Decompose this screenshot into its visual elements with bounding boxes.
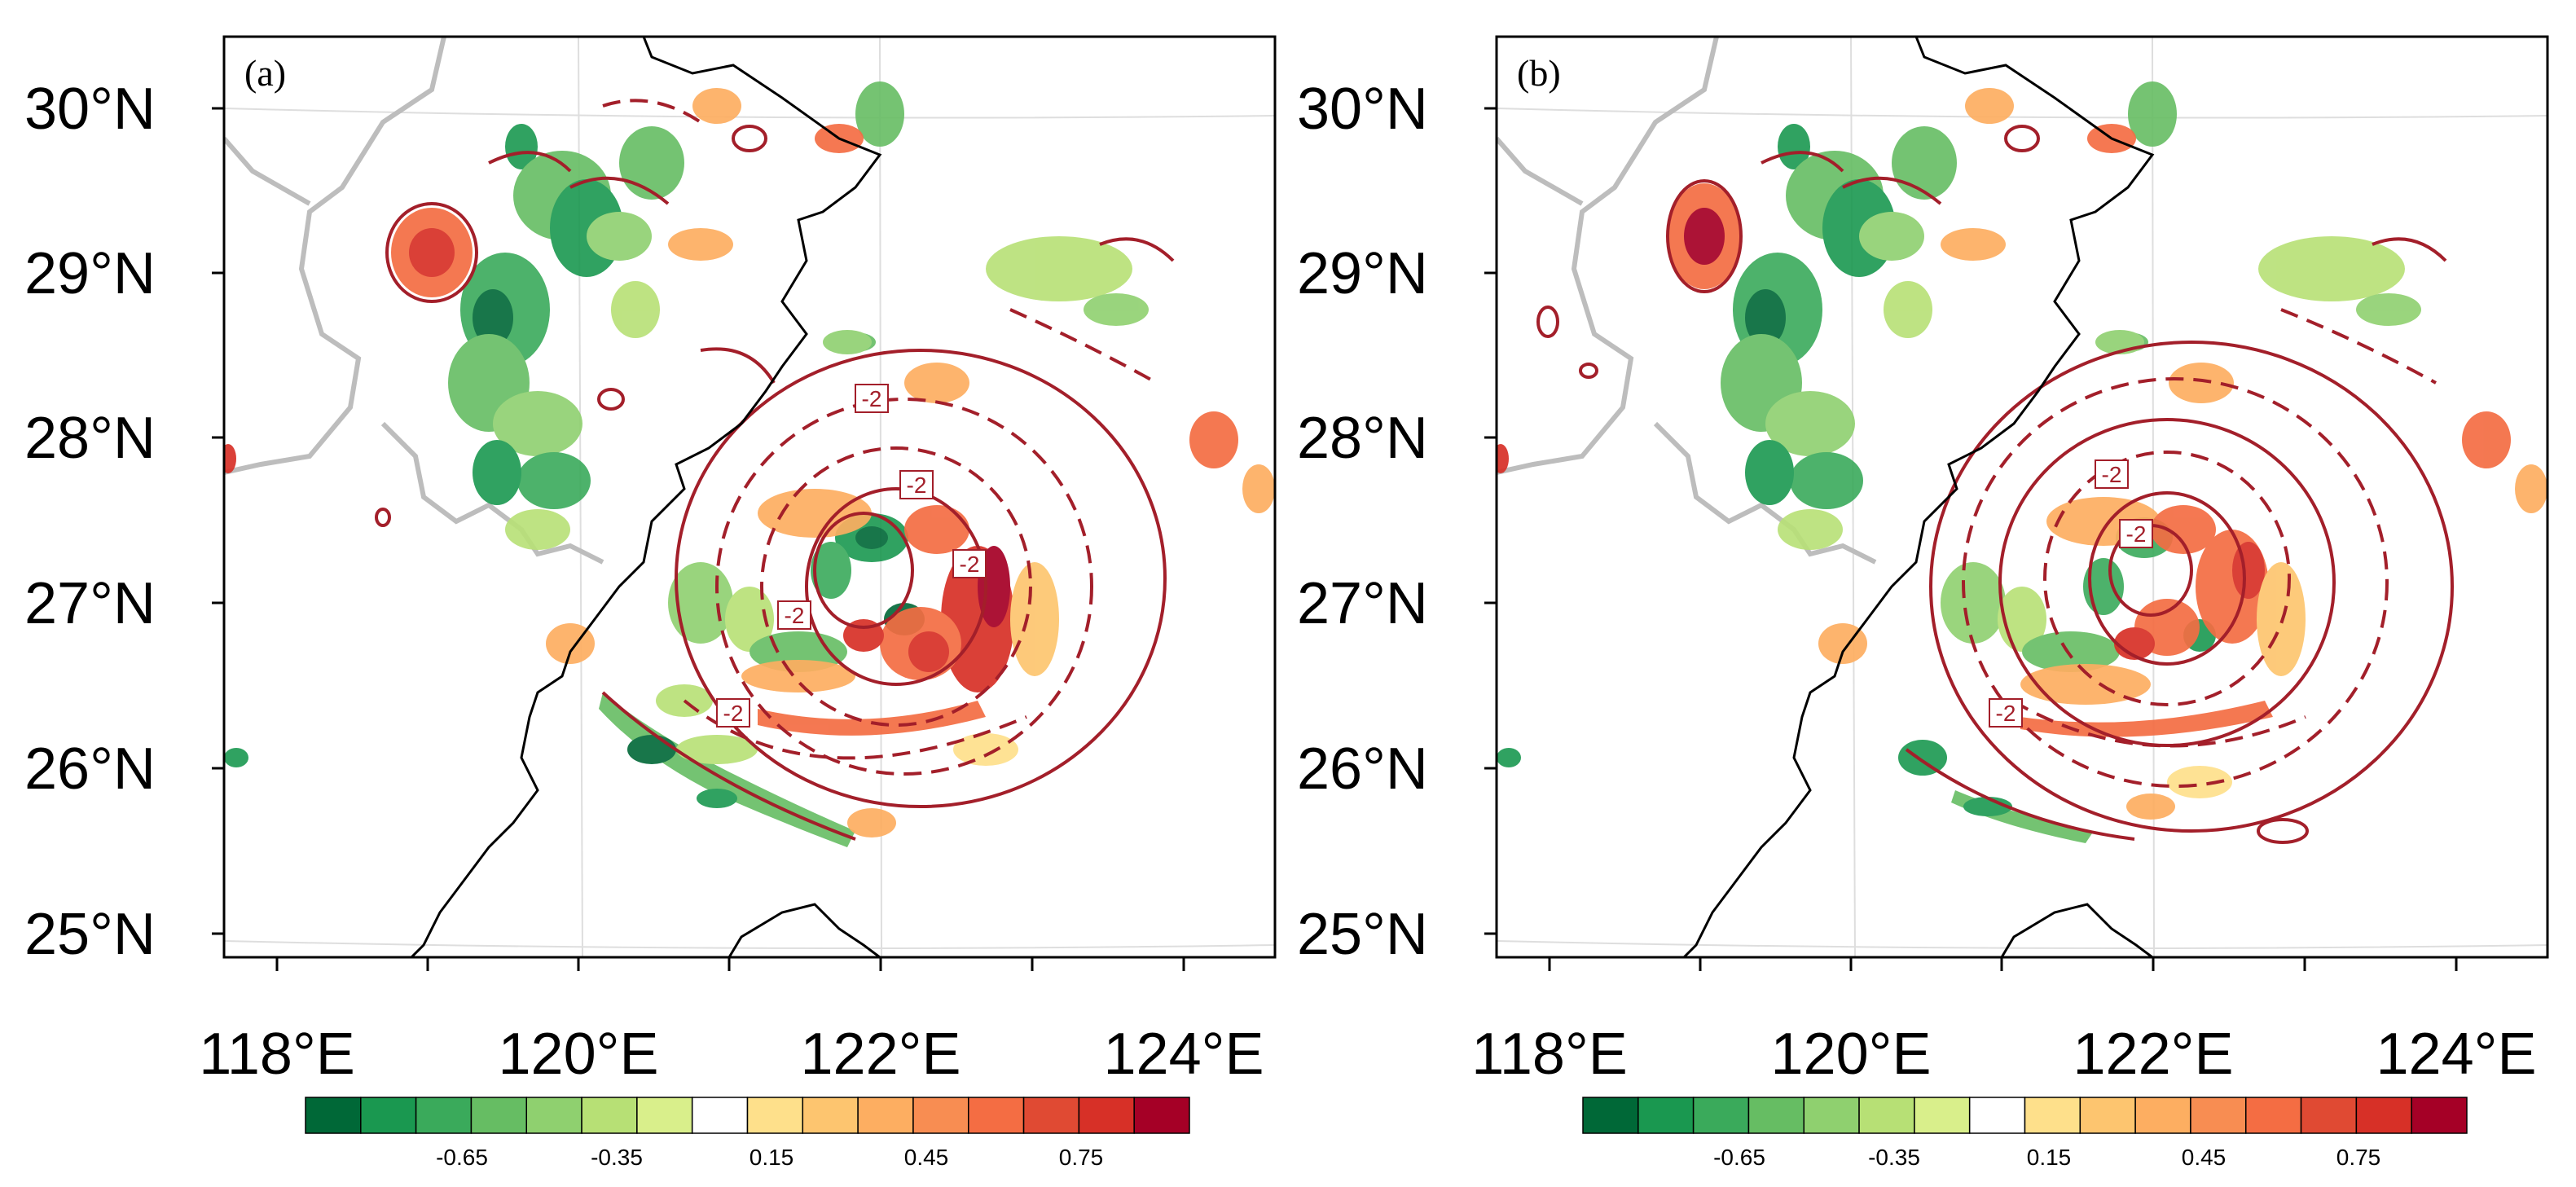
contour-labels-b: -2 -2 -2 [1989, 459, 2153, 728]
contour-label: -2 [862, 386, 882, 411]
colorbar-box [968, 1097, 1025, 1134]
colorbar-box [1914, 1097, 1971, 1134]
lat-label: 26°N [24, 736, 156, 802]
colorbar-box [912, 1097, 969, 1134]
colorbar-box [2079, 1097, 2136, 1134]
colorbar-label: -0.65 [436, 1145, 488, 1170]
colorbar-box [305, 1097, 362, 1134]
colorbar-label: -0.35 [591, 1145, 643, 1170]
colorbar-box [525, 1097, 582, 1134]
taiwan-coast-a [728, 903, 881, 957]
colorbar-box [746, 1097, 804, 1134]
lat-label: 27°N [24, 571, 156, 636]
lat-label: 28°N [24, 406, 156, 471]
colorbar-box [857, 1097, 914, 1134]
lon-label: 118°E [199, 1022, 355, 1087]
colorbar-box [636, 1097, 693, 1134]
colorbar-box [1747, 1097, 1805, 1134]
shading-negative-a [224, 81, 1149, 847]
colorbar-box [581, 1097, 638, 1134]
lon-label: 124°E [1104, 1022, 1264, 1087]
colorbar-box [2300, 1097, 2358, 1134]
colorbar-b: -0.65 -0.35 0.15 0.45 0.75 [1582, 1097, 2468, 1170]
province-border-b [1497, 37, 1877, 565]
colorbar-label: 0.15 [2027, 1145, 2072, 1170]
contour-label: -2 [723, 701, 744, 726]
lat-label: 29°N [24, 241, 156, 306]
colorbar-box [2024, 1097, 2081, 1134]
colorbar-box [2134, 1097, 2191, 1134]
colorbar-boxes-b [1582, 1097, 2468, 1134]
colorbar-box [2245, 1097, 2302, 1134]
colorbar-boxes-a [305, 1097, 1190, 1134]
colorbar-a: -0.65 -0.35 0.15 0.45 0.75 [305, 1097, 1190, 1170]
colorbar-box [2190, 1097, 2247, 1134]
shading-positive-a [224, 88, 1275, 837]
colorbar-box [1133, 1097, 1190, 1134]
panel-label-a: (a) [244, 52, 286, 94]
contour-label: -2 [960, 552, 980, 577]
lat-label: 25°N [24, 902, 156, 967]
lat-label: 29°N [1297, 241, 1428, 306]
contour-label: -2 [2102, 462, 2122, 487]
lon-label: 124°E [2376, 1022, 2537, 1087]
contours-b [1536, 125, 2454, 844]
lat-label: 27°N [1297, 571, 1428, 636]
colorbar-box [802, 1097, 859, 1134]
colorbar-box [1803, 1097, 1860, 1134]
frame-a [222, 35, 1277, 959]
colorbar-box [1022, 1097, 1080, 1134]
lat-axis-a: 30°N 29°N 28°N 27°N 26°N 25°N [24, 77, 224, 967]
colorbar-box [1692, 1097, 1750, 1134]
lon-label: 122°E [2073, 1022, 2234, 1087]
lat-label: 28°N [1297, 406, 1428, 471]
coastline-a [410, 37, 882, 957]
frame-b [1495, 35, 2549, 959]
map-area-a [224, 37, 1275, 957]
lon-label: 120°E [1771, 1022, 1932, 1087]
taiwan-coast-b [2000, 903, 2153, 957]
colorbar-box [415, 1097, 473, 1134]
colorbar-label: 0.15 [750, 1145, 794, 1170]
colorbar-box [470, 1097, 527, 1134]
colorbar-box [360, 1097, 417, 1134]
colorbar-label: 0.45 [2182, 1145, 2227, 1170]
contour-label: -2 [2126, 521, 2147, 547]
colorbar-label: 0.75 [2336, 1145, 2381, 1170]
lat-axis-b: 30°N 29°N 28°N 27°N 26°N 25°N [1297, 77, 1497, 967]
colorbar-box [2411, 1097, 2468, 1134]
province-border-a [224, 37, 604, 565]
lon-label: 118°E [1471, 1022, 1628, 1087]
colorbar-label: -0.35 [1868, 1145, 1920, 1170]
contour-label: -2 [907, 473, 927, 498]
map-area-b [1497, 37, 2547, 957]
colorbar-box [1637, 1097, 1695, 1134]
colorbar-box [2355, 1097, 2412, 1134]
lat-label: 26°N [1297, 736, 1428, 802]
colorbar-box [1858, 1097, 1915, 1134]
contour-label: -2 [785, 603, 805, 628]
contour-label: -2 [1996, 701, 2016, 726]
panel-b: (b) 30°N 29°N 28°N 27°N 26°N 25°N 118°E … [1297, 35, 2549, 1170]
colorbar-label: -0.65 [1713, 1145, 1765, 1170]
panel-a: (a) 30°N 29°N 28°N 27°N 26°N 25°N 118°E [24, 35, 1277, 1170]
colorbar-label: 0.75 [1059, 1145, 1104, 1170]
colorbar-box [1582, 1097, 1639, 1134]
colorbar-box [691, 1097, 749, 1134]
colorbar-box [1968, 1097, 2026, 1134]
colorbar-box [1078, 1097, 1135, 1134]
colorbar-label: 0.45 [904, 1145, 949, 1170]
lon-label: 122°E [801, 1022, 961, 1087]
panel-label-b: (b) [1517, 52, 1561, 94]
lat-label: 30°N [24, 77, 156, 142]
lon-axis-b: 118°E 120°E 122°E 124°E [1471, 957, 2536, 1087]
lon-axis-a: 118°E 120°E 122°E 124°E [199, 957, 1264, 1087]
coastline-b [1682, 37, 2155, 957]
lat-label: 25°N [1297, 902, 1428, 967]
contour-labels-a: -2 -2 -2 -2 -2 [716, 384, 987, 728]
lat-label: 30°N [1297, 77, 1428, 142]
lon-label: 120°E [499, 1022, 659, 1087]
